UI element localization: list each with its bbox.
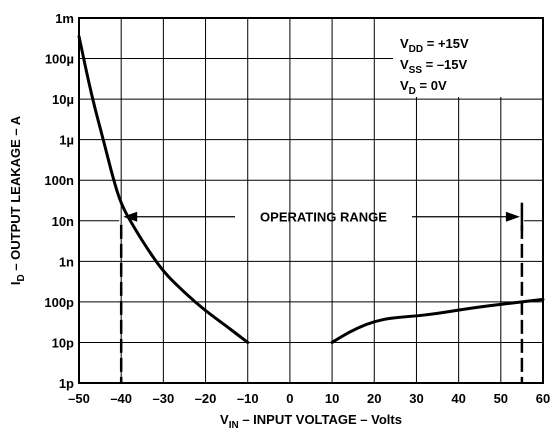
x-tick-label: 60 bbox=[536, 391, 550, 406]
x-tick-label: 30 bbox=[409, 391, 423, 406]
y-tick-label: 10n bbox=[52, 214, 74, 229]
grid-lines bbox=[79, 18, 543, 383]
axis-frame bbox=[78, 17, 544, 384]
x-tick-label: 50 bbox=[494, 391, 508, 406]
y-axis-title: ID – OUTPUT LEAKAGE – A bbox=[8, 115, 27, 285]
test-condition: VDD = +15V bbox=[400, 36, 469, 55]
y-tick-labels: 1m 100µ 10µ 1µ 100n 10n 1n 100p 10p 1p bbox=[44, 11, 74, 391]
annotations: OPERATING RANGE VDD = +15V VSS = –15V VD = … bbox=[260, 36, 469, 225]
y-tick-label: 1n bbox=[59, 254, 74, 269]
leakage-curve-negative bbox=[77, 34, 250, 344]
y-tick-label: 100µ bbox=[45, 52, 74, 67]
test-condition: VSS = –15V bbox=[400, 57, 468, 76]
x-tick-label: –40 bbox=[110, 391, 132, 406]
x-tick-label: 0 bbox=[286, 391, 293, 406]
x-tick-label: 20 bbox=[367, 391, 381, 406]
axis-titles: VIN – INPUT VOLTAGE – Volts ID – OUTPUT L… bbox=[8, 115, 402, 428]
y-tick-label: 10p bbox=[52, 335, 74, 350]
operating-range-markers bbox=[119, 202, 524, 383]
x-tick-label: –20 bbox=[195, 391, 217, 406]
x-tick-label: 10 bbox=[325, 391, 339, 406]
x-tick-labels: –50 –40 –30 –20 –10 0 10 20 30 40 50 60 bbox=[68, 391, 550, 406]
y-tick-label: 100n bbox=[44, 173, 74, 188]
operating-range-arrowhead bbox=[505, 211, 520, 222]
y-tick-label: 1m bbox=[55, 11, 74, 26]
leakage-curves bbox=[77, 34, 545, 344]
plot-frame bbox=[78, 17, 544, 384]
y-tick-label: 1p bbox=[59, 376, 74, 391]
x-tick-label: –50 bbox=[68, 391, 90, 406]
operating-range-arrowhead bbox=[123, 211, 138, 222]
x-axis-title: VIN – INPUT VOLTAGE – Volts bbox=[220, 412, 402, 428]
test-condition: VD = 0V bbox=[400, 78, 447, 97]
x-tick-label: –10 bbox=[237, 391, 259, 406]
y-tick-label: 100p bbox=[44, 295, 74, 310]
operating-range-label: OPERATING RANGE bbox=[260, 210, 387, 225]
y-tick-label: 1µ bbox=[59, 133, 74, 148]
leakage-curve-positive bbox=[330, 297, 545, 344]
x-tick-label: 40 bbox=[451, 391, 465, 406]
x-tick-label: –30 bbox=[153, 391, 175, 406]
y-tick-label: 10µ bbox=[52, 92, 74, 107]
